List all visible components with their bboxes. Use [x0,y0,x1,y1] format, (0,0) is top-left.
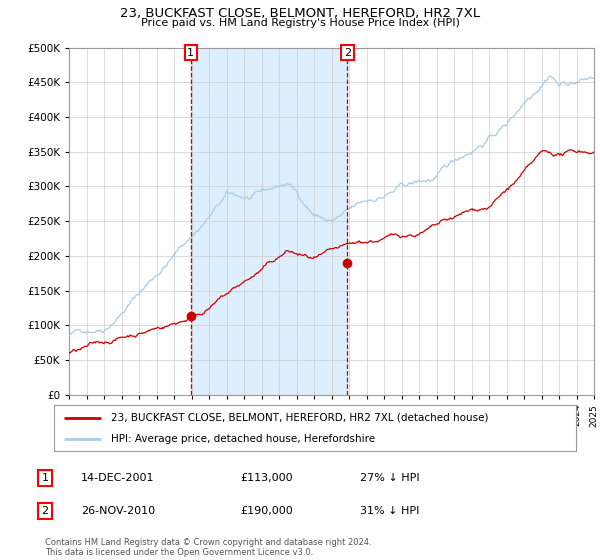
Text: 31% ↓ HPI: 31% ↓ HPI [360,506,419,516]
Text: £190,000: £190,000 [240,506,293,516]
Text: 14-DEC-2001: 14-DEC-2001 [81,473,155,483]
Text: HPI: Average price, detached house, Herefordshire: HPI: Average price, detached house, Here… [112,435,376,444]
Text: 2: 2 [41,506,49,516]
Text: 27% ↓ HPI: 27% ↓ HPI [360,473,419,483]
Text: 1: 1 [187,48,194,58]
Text: 2: 2 [344,48,351,58]
Text: Contains HM Land Registry data © Crown copyright and database right 2024.
This d: Contains HM Land Registry data © Crown c… [45,538,371,557]
Text: 23, BUCKFAST CLOSE, BELMONT, HEREFORD, HR2 7XL: 23, BUCKFAST CLOSE, BELMONT, HEREFORD, H… [120,7,480,20]
Text: 1: 1 [41,473,49,483]
Text: Price paid vs. HM Land Registry's House Price Index (HPI): Price paid vs. HM Land Registry's House … [140,18,460,28]
Text: £113,000: £113,000 [240,473,293,483]
Bar [191,48,347,395]
Text: 23, BUCKFAST CLOSE, BELMONT, HEREFORD, HR2 7XL (detached house): 23, BUCKFAST CLOSE, BELMONT, HEREFORD, H… [112,413,489,423]
Text: 26-NOV-2010: 26-NOV-2010 [81,506,155,516]
